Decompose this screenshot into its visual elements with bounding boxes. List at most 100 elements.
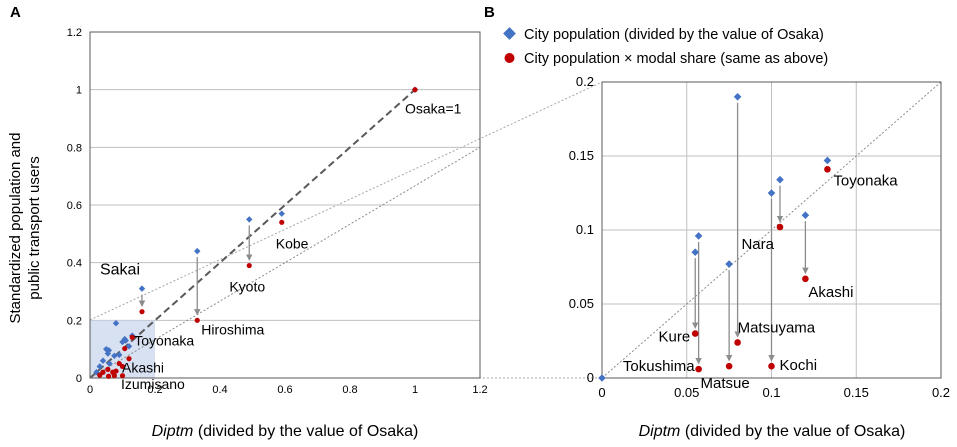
y-tick-label: 0.8 bbox=[67, 142, 82, 154]
panel-b-points bbox=[598, 93, 832, 382]
panel-a-arrows bbox=[138, 225, 253, 316]
x-tick-label: 0.6 bbox=[277, 384, 292, 396]
modal-share-point bbox=[279, 219, 285, 225]
modal-share-point bbox=[734, 339, 741, 346]
panel-a-x-label-italic: Diptm bbox=[152, 423, 194, 440]
modal-share-point bbox=[110, 369, 116, 375]
modal-share-point bbox=[695, 365, 702, 373]
population-point bbox=[138, 285, 146, 292]
legend-circle-marker bbox=[504, 53, 515, 63]
panel-b-arrows bbox=[691, 102, 809, 365]
y-tick-label: 0.2 bbox=[576, 74, 594, 89]
population-point bbox=[246, 216, 253, 223]
x-tick-label: 0.2 bbox=[147, 384, 162, 396]
population-point bbox=[767, 189, 776, 197]
panel-a-x-label-rest: (divided by the value of Osaka) bbox=[193, 423, 418, 440]
modal-share-point bbox=[126, 356, 132, 362]
zoom-connector-top bbox=[89, 81, 603, 321]
panel-label-b: B bbox=[484, 4, 495, 21]
panel-a-annotations: Osaka=1 Kobe Kyoto Hiroshima Sakai Toyonaka Ak… bbox=[100, 101, 462, 392]
x-tick-label: 0.15 bbox=[844, 385, 869, 400]
modal-share-point bbox=[119, 373, 126, 379]
modal-share-point bbox=[802, 275, 809, 283]
panel-a-chart: 0 0.2 0.4 0.6 0.8 1 1.2 0 0.2 0.4 0.6 0.8 1 1.2 Osak… bbox=[7, 27, 488, 440]
city-annotation: Nara bbox=[741, 236, 774, 253]
modal-share-point bbox=[691, 330, 699, 337]
population-point bbox=[116, 351, 123, 359]
population-point bbox=[111, 352, 118, 359]
panel-a-x-label: Diptm (divided by the value of Osaka) bbox=[152, 423, 419, 440]
panel-a-y-label-line1: Standardized population and bbox=[7, 133, 24, 324]
panel-a-plot-border bbox=[89, 31, 481, 379]
modal-share-point bbox=[412, 87, 418, 93]
modal-share-point bbox=[725, 362, 733, 370]
modal-share-point bbox=[100, 369, 106, 375]
y-tick-label: 1.2 bbox=[67, 27, 82, 39]
population-point bbox=[96, 363, 103, 370]
panel-a-reference-lines bbox=[89, 88, 481, 379]
population-point bbox=[801, 211, 810, 219]
population-point bbox=[278, 210, 285, 217]
y-tick-label: 0.1 bbox=[576, 222, 594, 237]
y-tick-label: 1 bbox=[76, 85, 82, 97]
city-annotation: Matsue bbox=[701, 375, 750, 392]
city-annotation: Kochi bbox=[780, 357, 818, 374]
modal-share-point bbox=[768, 362, 775, 370]
population-point bbox=[598, 374, 606, 382]
panel-a-y-label-line2: public transport users bbox=[26, 156, 43, 299]
legend-population-label: City population (divided by the value of… bbox=[524, 27, 824, 43]
population-point bbox=[691, 248, 700, 256]
population-point bbox=[125, 343, 133, 350]
city-annotation: Kure bbox=[659, 329, 691, 346]
y-tick-label: 0.05 bbox=[569, 296, 594, 311]
city-annotation: Osaka=1 bbox=[405, 101, 462, 117]
x-tick-label: 0.1 bbox=[762, 385, 780, 400]
panel-a-x-ticks: 0 0.2 0.4 0.6 0.8 1 1.2 bbox=[87, 384, 488, 396]
city-annotation: Hiroshima bbox=[201, 321, 264, 337]
city-annotation: Akashi bbox=[122, 360, 164, 376]
legend-diamond-marker bbox=[503, 27, 516, 40]
modal-share-point bbox=[246, 262, 252, 269]
city-annotation: Kyoto bbox=[229, 279, 265, 295]
city-annotation: Tokushima bbox=[623, 358, 695, 375]
x-tick-label: 0.2 bbox=[932, 385, 950, 400]
city-annotation: Kobe bbox=[276, 235, 309, 251]
modal-share-point bbox=[129, 334, 135, 340]
panel-b-y-ticks: 0 0.05 0.1 0.15 0.2 bbox=[569, 74, 594, 385]
panel-a-points bbox=[93, 86, 419, 379]
y-tick-label: 0.15 bbox=[569, 148, 594, 163]
panel-b-plot-border bbox=[601, 81, 942, 379]
modal-share-point bbox=[139, 309, 145, 315]
legend-modal-label: City population × modal share (same as a… bbox=[524, 51, 828, 67]
panel-b-x-label-rest: (divided by the value of Osaka) bbox=[680, 423, 905, 440]
y-tick-label: 0 bbox=[587, 370, 594, 385]
legend: City population (divided by the value of… bbox=[503, 27, 828, 67]
y-tick-label: 0 bbox=[76, 373, 82, 385]
panel-a-y-ticks: 0 0.2 0.4 0.6 0.8 1 1.2 bbox=[67, 27, 82, 385]
population-point bbox=[112, 320, 120, 327]
x-tick-label: 0 bbox=[87, 384, 93, 396]
y-tick-label: 0.4 bbox=[67, 258, 82, 270]
city-annotation: Toyonaka bbox=[134, 332, 194, 348]
x-tick-label: 1.2 bbox=[472, 384, 487, 396]
population-point bbox=[823, 156, 832, 165]
population-point bbox=[122, 337, 129, 344]
x-tick-label: 0 bbox=[598, 385, 605, 400]
x-tick-label: 0.4 bbox=[212, 384, 227, 396]
y-tick-label: 0.6 bbox=[67, 200, 82, 212]
panel-label-a: A bbox=[10, 4, 21, 21]
x-tick-label: 1 bbox=[412, 384, 418, 396]
city-annotation: Akashi bbox=[808, 284, 853, 301]
panel-b-gridlines bbox=[602, 82, 941, 378]
population-point bbox=[694, 232, 703, 240]
modal-share-point bbox=[116, 360, 122, 367]
modal-share-point bbox=[776, 223, 784, 231]
x-tick-label: 0.8 bbox=[342, 384, 357, 396]
panel-b-x-ticks: 0 0.05 0.1 0.15 0.2 bbox=[598, 385, 950, 400]
modal-share-point bbox=[122, 345, 128, 352]
x-tick-label: 0.05 bbox=[674, 385, 699, 400]
population-point bbox=[99, 357, 107, 364]
panel-b-x-label-italic: Diptm bbox=[639, 423, 681, 440]
y-tick-label: 0.2 bbox=[67, 315, 82, 327]
